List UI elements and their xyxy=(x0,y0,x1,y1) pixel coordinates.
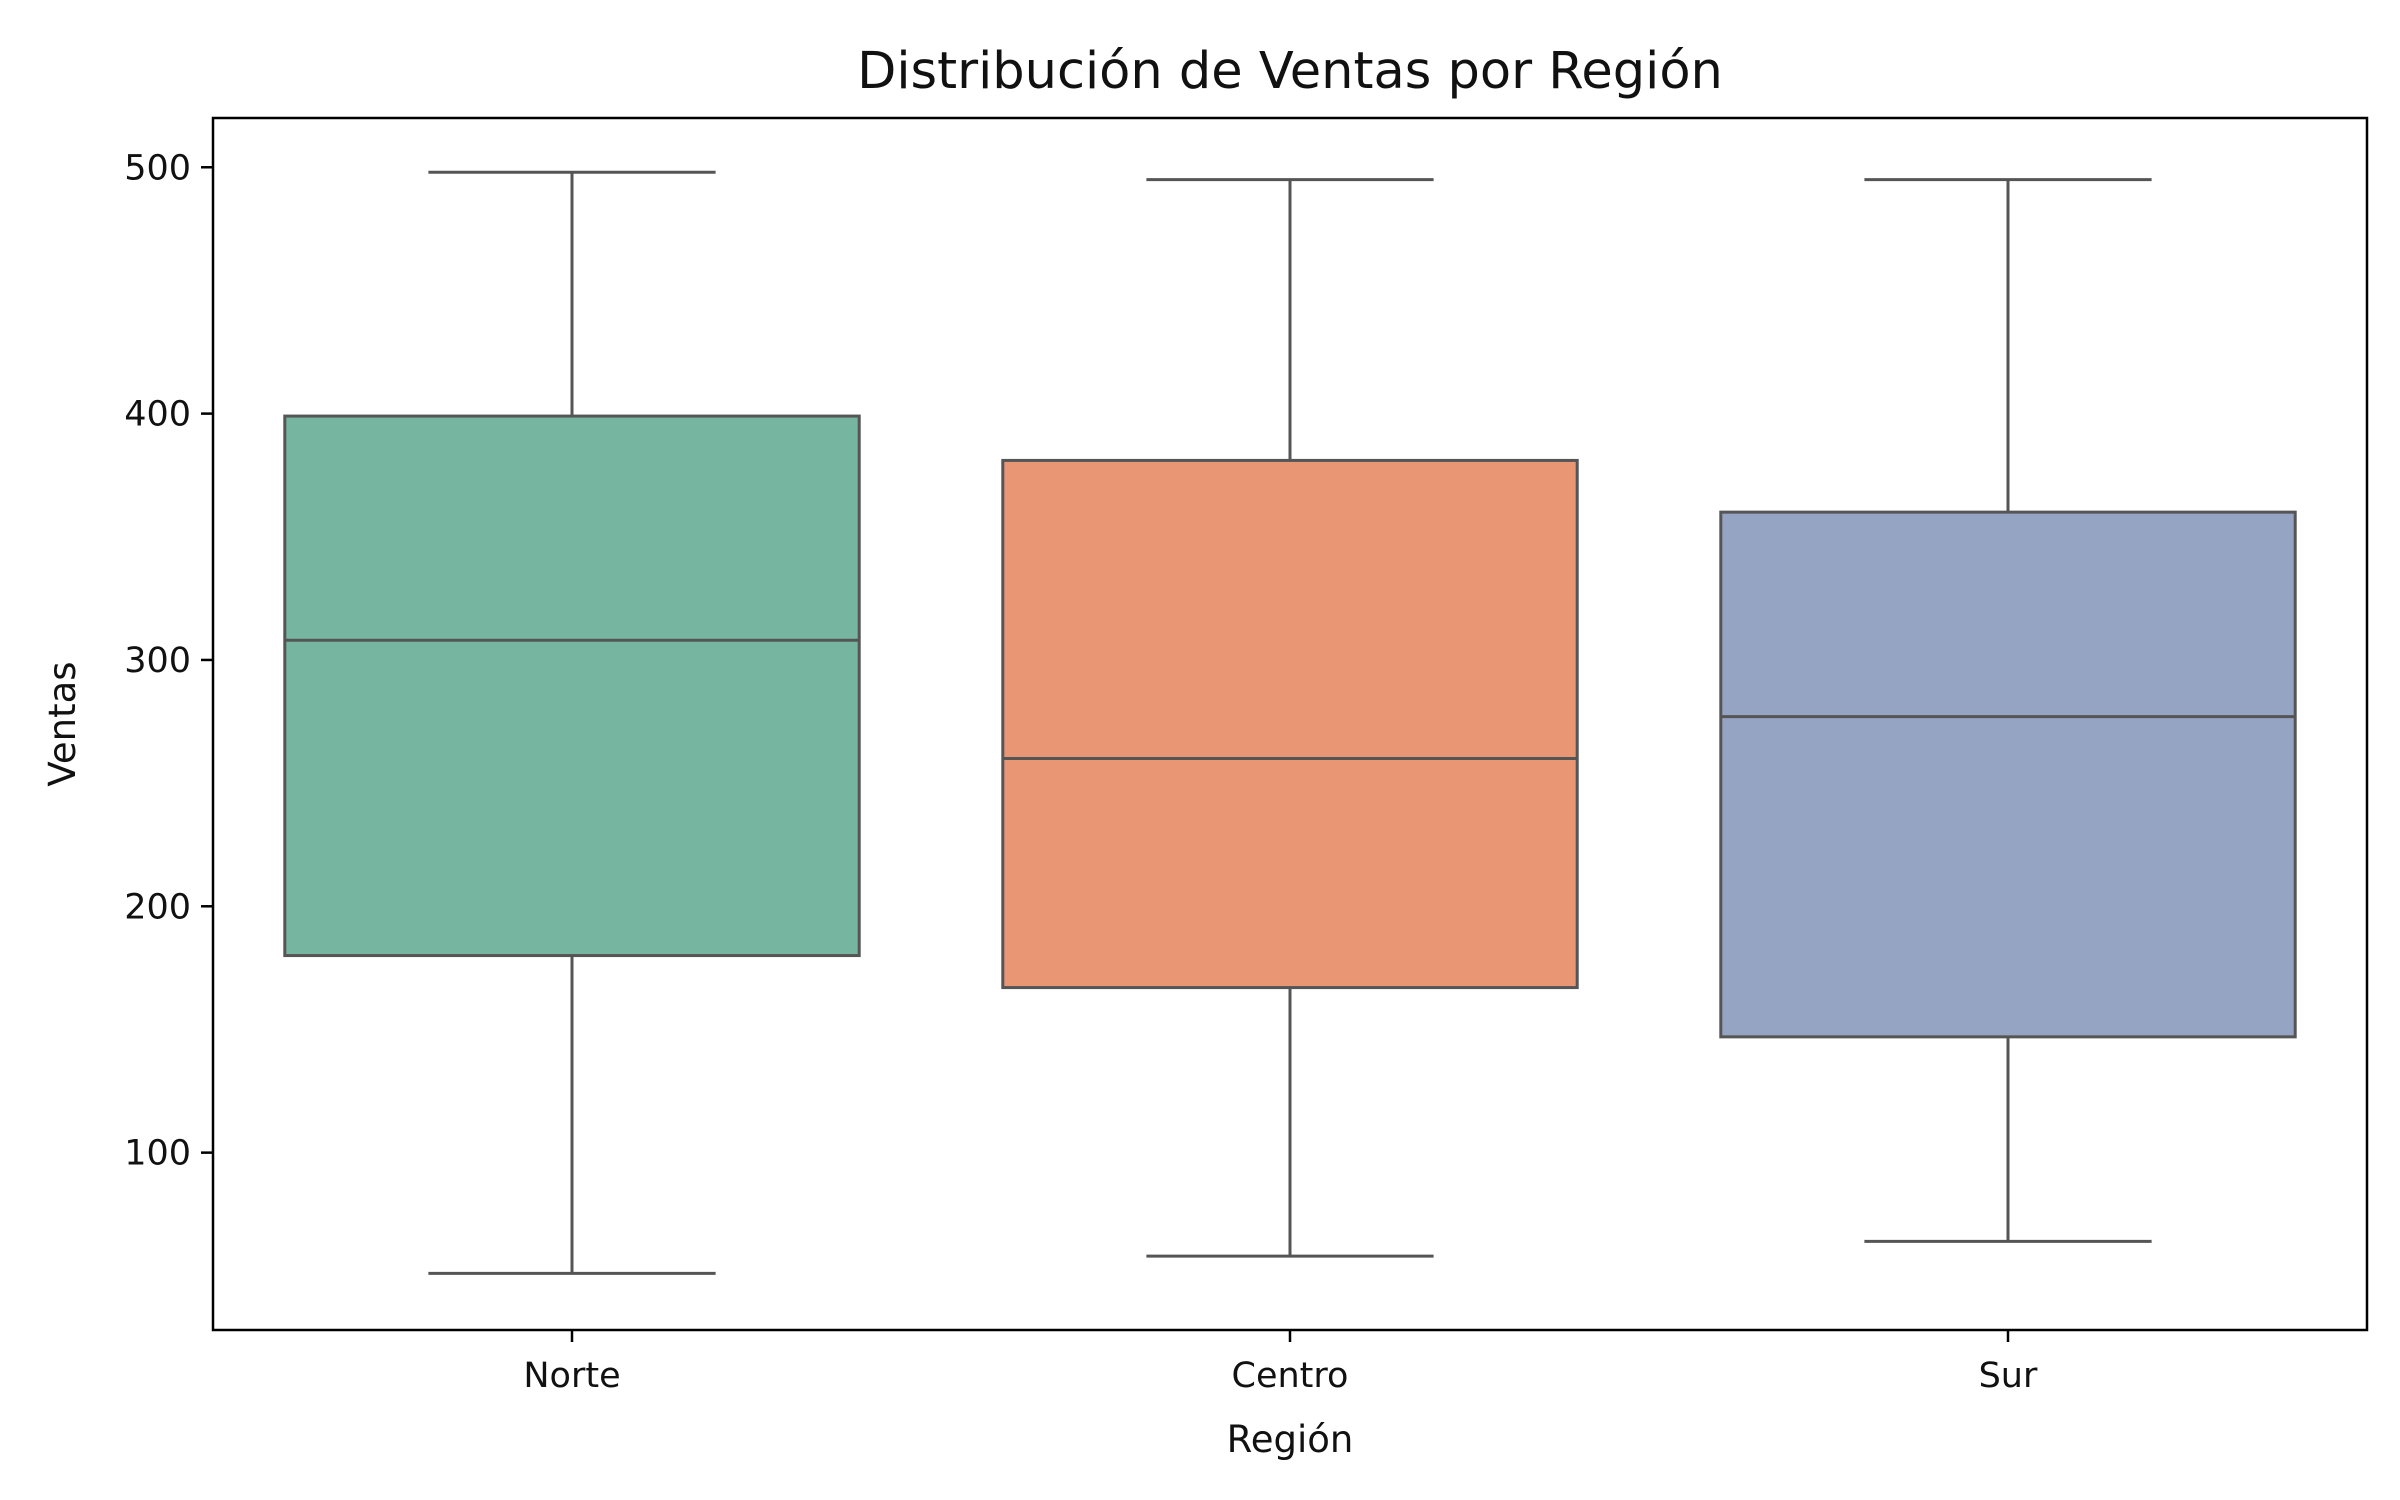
boxes-layer xyxy=(283,170,2297,1275)
box-centro xyxy=(1001,458,1579,990)
plot-frame xyxy=(211,116,2369,1332)
x-tick-label-sur: Sur xyxy=(1979,1356,2038,1396)
x-tick-label-norte: Norte xyxy=(523,1356,620,1396)
box-group-norte xyxy=(283,170,861,1275)
y-tick-label-500: 500 xyxy=(124,148,191,188)
y-tick-label-200: 200 xyxy=(124,887,191,927)
chart-title: Distribución de Ventas por Región xyxy=(857,42,1723,101)
y-tick-label-100: 100 xyxy=(124,1134,191,1174)
x-axis: Norte Centro Sur xyxy=(523,1330,2038,1396)
box-sur xyxy=(1719,510,2297,1039)
y-axis: 100 200 300 400 500 xyxy=(124,148,213,1174)
y-axis-label: Ventas xyxy=(41,661,84,786)
y-tick-label-400: 400 xyxy=(124,395,191,435)
y-tick-label-300: 300 xyxy=(124,641,191,681)
x-axis-label: Región xyxy=(1227,1418,1354,1461)
x-tick-label-centro: Centro xyxy=(1232,1356,1349,1396)
box-group-centro xyxy=(1001,178,1579,1258)
box-norte xyxy=(283,414,861,958)
box-group-sur xyxy=(1719,178,2297,1243)
